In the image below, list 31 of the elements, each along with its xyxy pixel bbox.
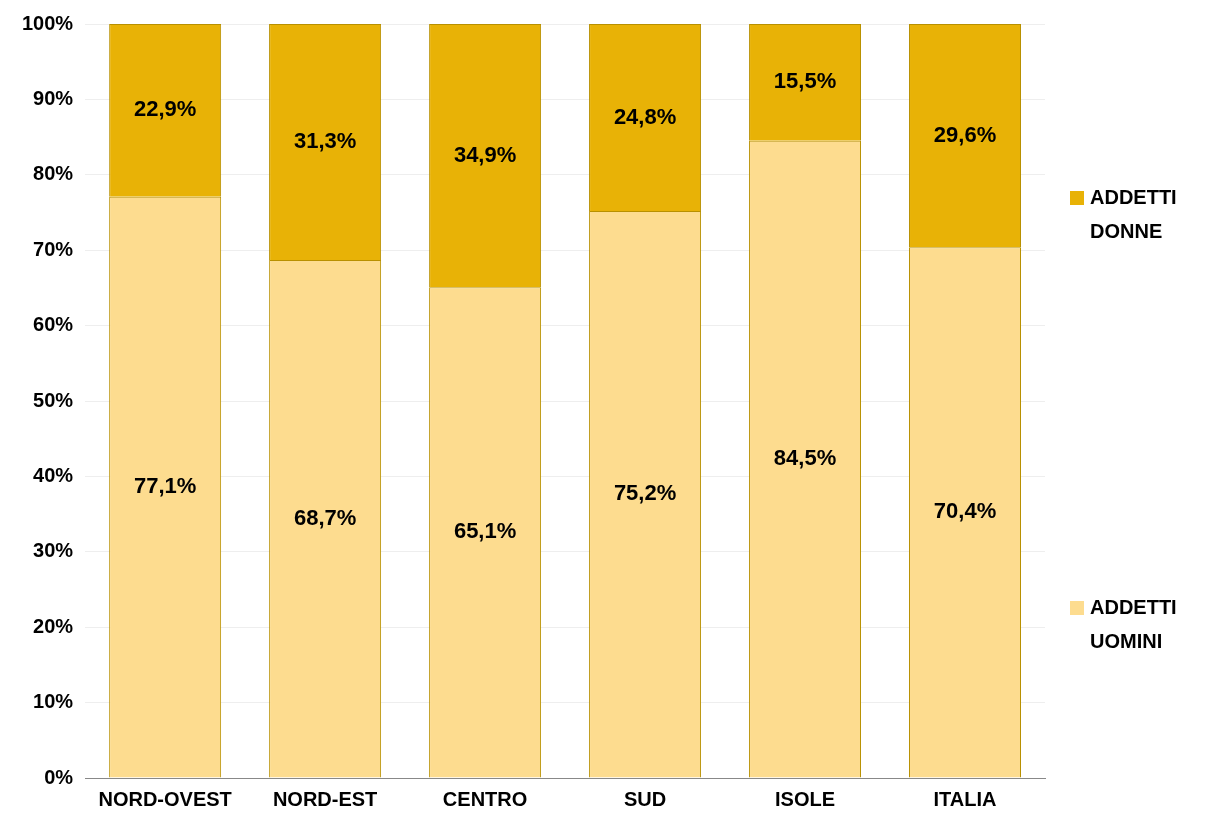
legend-label: ADDETTI UOMINI <box>1090 595 1178 654</box>
data-label: 84,5% <box>773 445 837 471</box>
x-tick-label: NORD-OVEST <box>98 787 232 810</box>
x-tick-label: NORD-EST <box>272 787 378 810</box>
y-tick-label: 60% <box>33 313 74 336</box>
data-label: 65,1% <box>453 518 517 544</box>
x-tick-label: CENTRO <box>442 787 528 810</box>
y-tick-label: 90% <box>33 86 74 109</box>
data-label: 68,7% <box>293 504 357 530</box>
data-label: 70,4% <box>933 498 997 524</box>
data-label: 29,6% <box>933 121 997 147</box>
y-tick-label: 0% <box>44 765 74 788</box>
legend-label: ADDETTI DONNE <box>1090 185 1178 244</box>
y-tick-label: 30% <box>33 539 74 562</box>
x-tick-label: ITALIA <box>933 787 997 810</box>
x-tick-label: ISOLE <box>775 787 836 810</box>
data-label: 22,9% <box>133 96 197 122</box>
data-label: 34,9% <box>453 141 517 167</box>
y-tick-label: 40% <box>33 463 74 486</box>
y-tick-label: 10% <box>33 690 74 713</box>
data-label: 31,3% <box>293 128 357 154</box>
data-label: 24,8% <box>613 103 677 129</box>
y-tick-label: 80% <box>33 162 74 185</box>
y-tick-label: 100% <box>22 11 74 34</box>
data-label: 77,1% <box>133 473 197 499</box>
y-tick-label: 70% <box>33 237 74 260</box>
data-label: 15,5% <box>773 68 837 94</box>
y-tick-label: 20% <box>33 614 74 637</box>
x-tick-label: SUD <box>623 787 667 810</box>
data-label: 75,2% <box>613 480 677 506</box>
y-tick-label: 50% <box>33 388 74 411</box>
